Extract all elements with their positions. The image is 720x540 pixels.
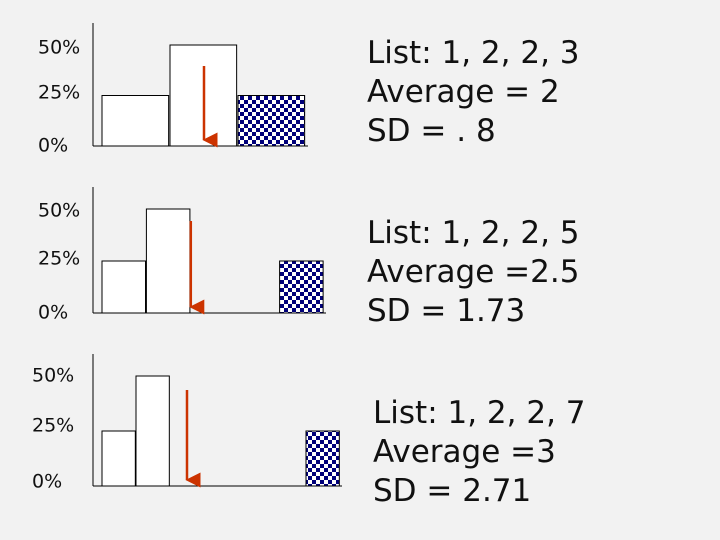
bar xyxy=(101,95,170,147)
y-tick-label: 25% xyxy=(38,82,80,104)
bar-checkered xyxy=(279,260,324,314)
y-tick-label: 0% xyxy=(38,302,68,324)
panel-2-stats: List: 1, 2, 2, 5 Average =2.5 SD = 1.73 xyxy=(367,214,580,331)
y-tick-label: 0% xyxy=(32,471,62,493)
y-tick-label: 50% xyxy=(32,365,74,387)
bar xyxy=(145,208,191,314)
panel-3-sd: SD = 2.71 xyxy=(373,473,532,509)
panel-2-list: List: 1, 2, 2, 5 xyxy=(367,215,580,251)
bar xyxy=(135,375,170,487)
bar xyxy=(101,260,147,314)
histogram-2: 50% 25% 0% xyxy=(38,187,326,324)
panel-1-stats: List: 1, 2, 2, 3 Average = 2 SD = . 8 xyxy=(367,34,580,151)
histogram-1: 50% 25% 0% xyxy=(38,23,308,157)
panel-1-average: Average = 2 xyxy=(367,74,560,110)
panel-3-average: Average =3 xyxy=(373,434,556,470)
bar xyxy=(101,430,136,487)
y-tick-label: 50% xyxy=(38,200,80,222)
histogram-3: 50% 25% 0% xyxy=(32,354,342,493)
bar-checkered xyxy=(237,95,306,147)
panel-1-list: List: 1, 2, 2, 3 xyxy=(367,35,580,71)
panel-3-list: List: 1, 2, 2, 7 xyxy=(373,395,586,431)
y-tick-label: 0% xyxy=(38,135,68,157)
y-tick-label: 50% xyxy=(38,37,80,59)
panel-2-sd: SD = 1.73 xyxy=(367,293,526,329)
panel-2-average: Average =2.5 xyxy=(367,254,580,290)
bar-checkered xyxy=(305,430,340,487)
panel-1-sd: SD = . 8 xyxy=(367,113,496,149)
y-tick-label: 25% xyxy=(32,415,74,437)
y-tick-label: 25% xyxy=(38,248,80,270)
panel-3-stats: List: 1, 2, 2, 7 Average =3 SD = 2.71 xyxy=(373,394,586,511)
